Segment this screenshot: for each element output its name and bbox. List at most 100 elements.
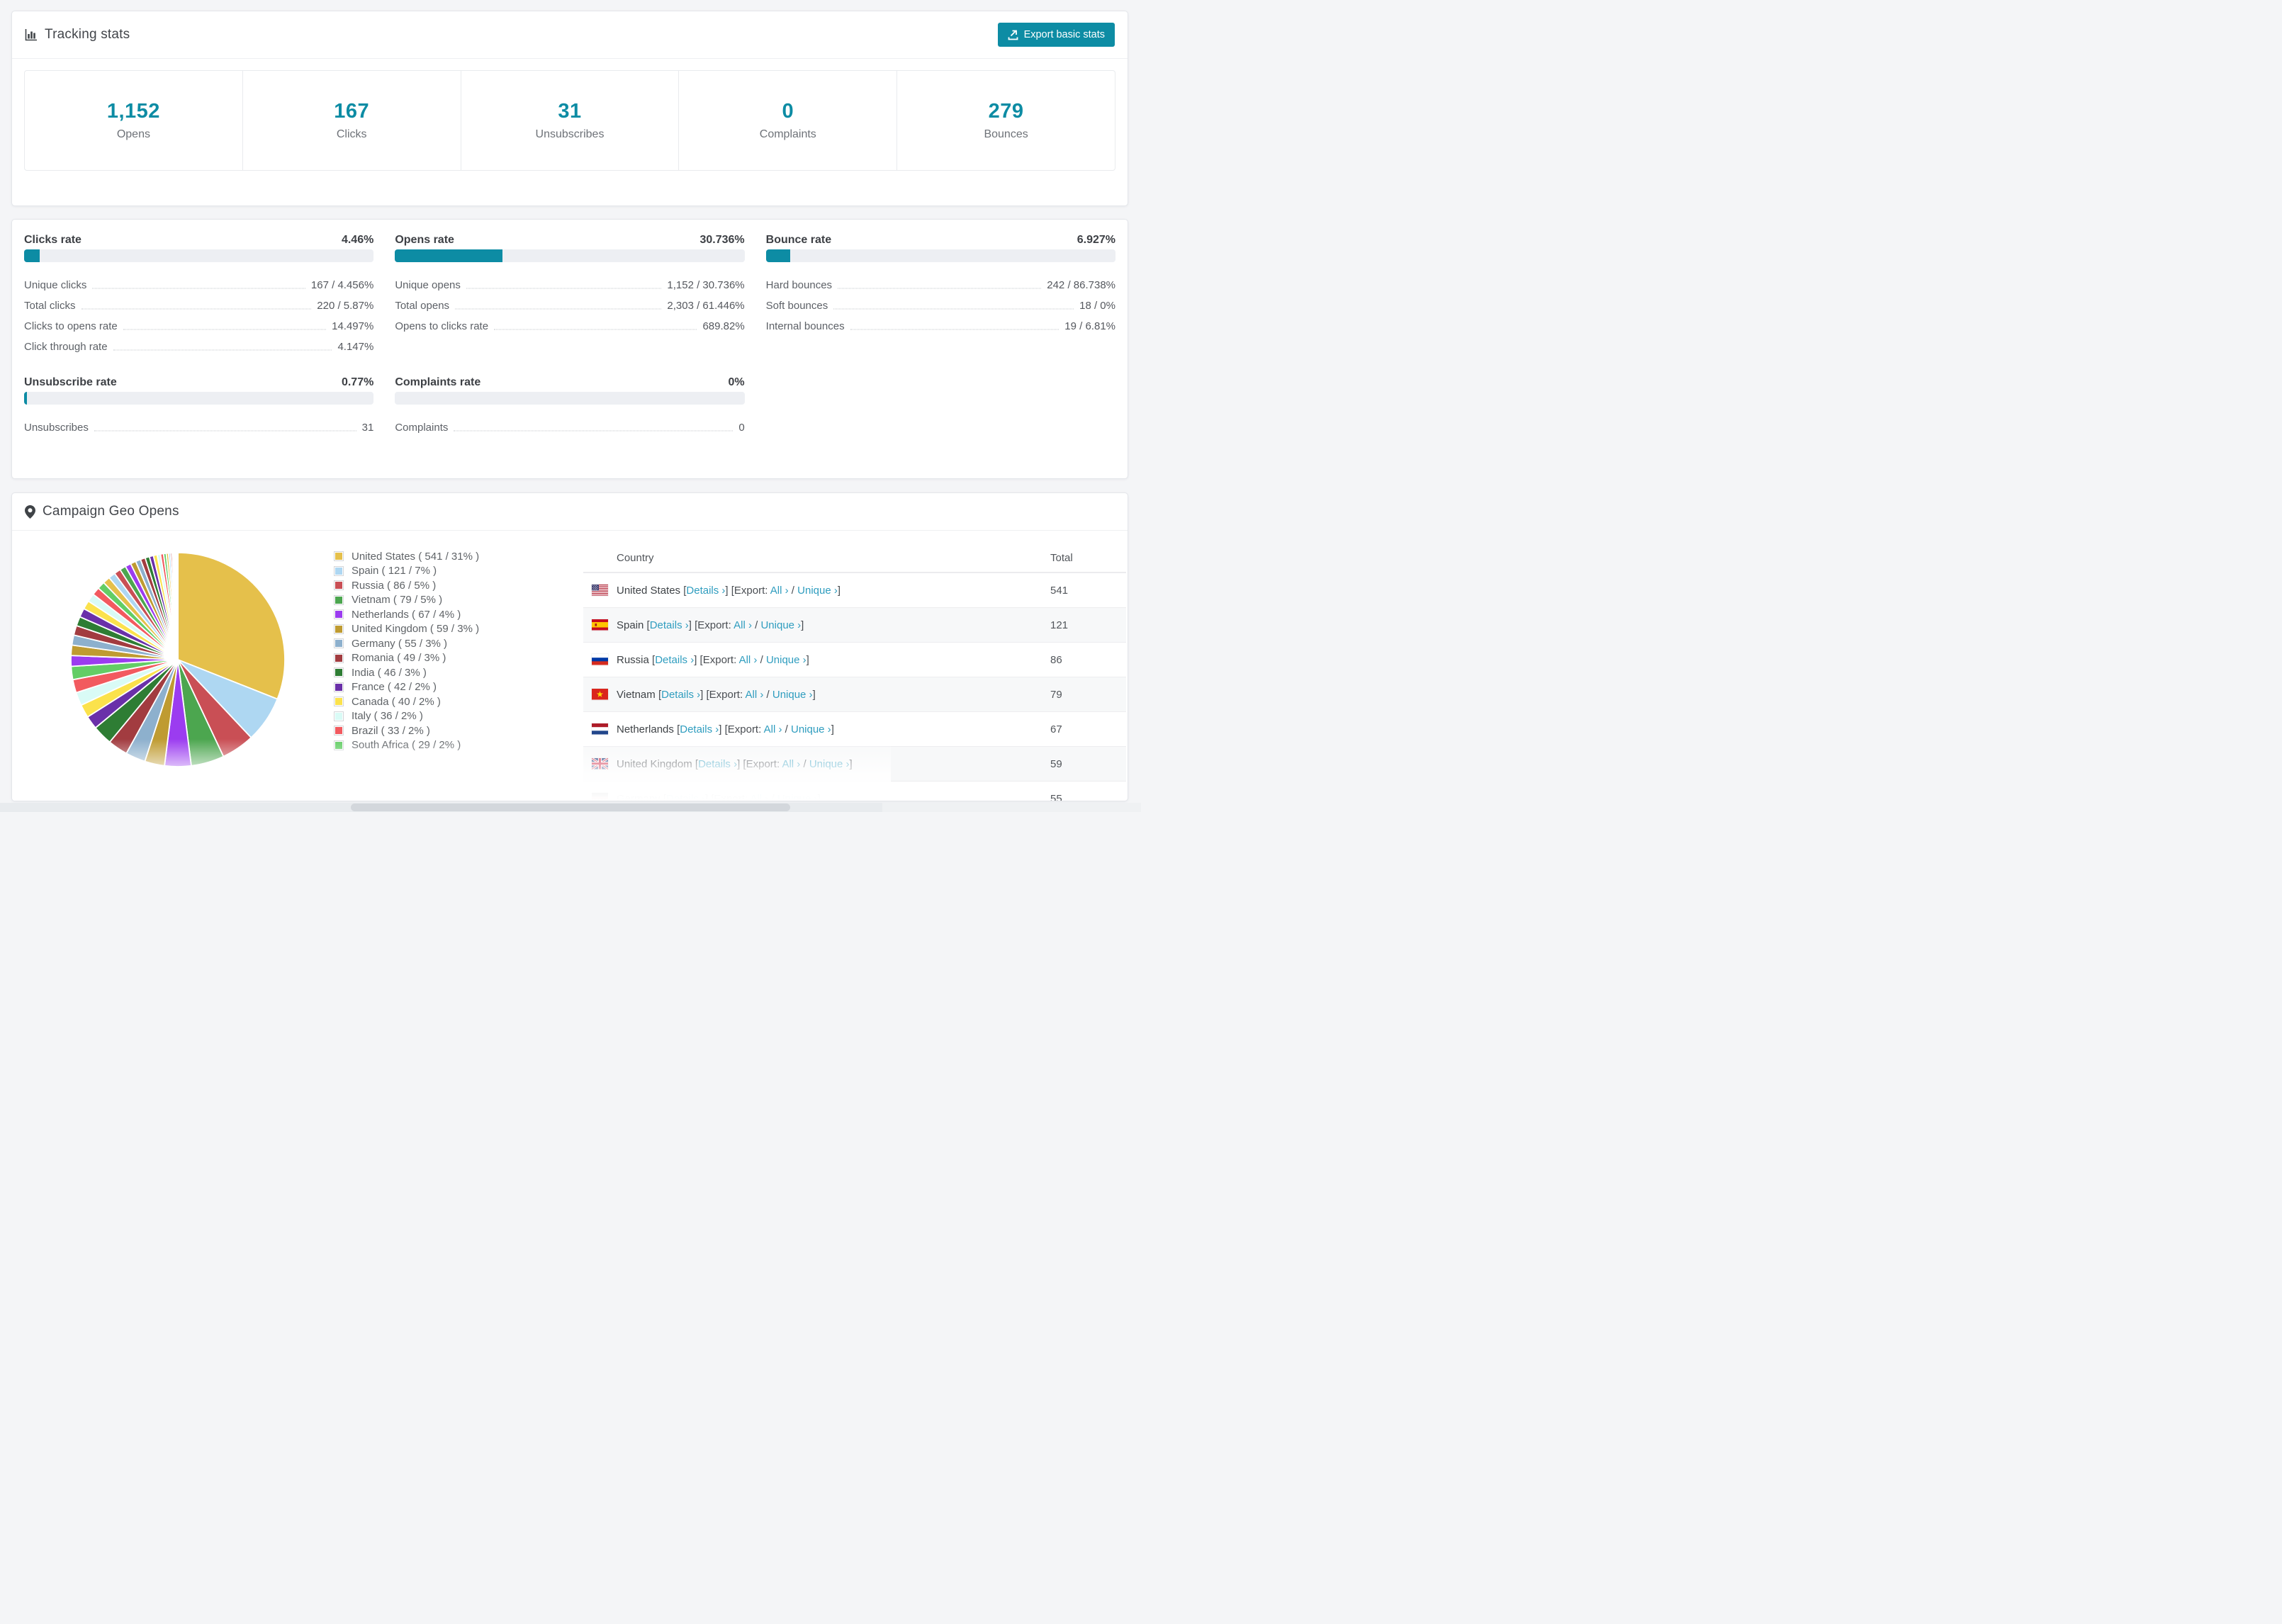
details-link[interactable]: Details ›: [686, 584, 726, 597]
legend-item[interactable]: Russia ( 86 / 5% ): [334, 578, 479, 593]
dotted-leader: [92, 288, 305, 289]
row-total: 79: [1050, 688, 1062, 701]
rate-percent: 0%: [728, 376, 745, 388]
details-link[interactable]: Details ›: [655, 653, 695, 666]
legend-item[interactable]: United Kingdom ( 59 / 3% ): [334, 622, 479, 637]
legend-item[interactable]: Spain ( 121 / 7% ): [334, 564, 479, 579]
rate-row-label: Clicks to opens rate: [24, 320, 118, 332]
rate-row-label: Total clicks: [24, 300, 76, 312]
rate-row-label: Complaints: [395, 422, 449, 434]
clicks-rate-panel: Clicks rate 4.46% Unique clicks 167 / 4.4…: [24, 235, 374, 353]
rate-percent: 6.927%: [1077, 234, 1115, 246]
export-unique-link[interactable]: Unique ›: [760, 619, 802, 631]
rate-row-value: 4.147%: [337, 341, 374, 353]
stat-label: Complaints: [759, 128, 816, 140]
legend-item[interactable]: India ( 46 / 3% ): [334, 665, 479, 680]
legend-item[interactable]: Italy ( 36 / 2% ): [334, 709, 479, 724]
rate-progress-track: [395, 392, 745, 405]
rate-percent: 0.77%: [341, 376, 374, 388]
rate-progress-track: [765, 249, 1115, 262]
export-unique-link[interactable]: Unique ›: [772, 688, 813, 701]
export-all-link[interactable]: All ›: [770, 584, 789, 597]
rate-row-value: 220 / 5.87%: [317, 300, 374, 312]
rates-card: Clicks rate 4.46% Unique clicks 167 / 4.4…: [11, 219, 1128, 479]
rate-row-label: Opens to clicks rate: [395, 320, 489, 332]
flag-icon-de: [592, 793, 608, 801]
legend-item[interactable]: Vietnam ( 79 / 5% ): [334, 593, 479, 608]
legend-swatch: [334, 551, 344, 562]
legend-swatch: [334, 609, 344, 620]
horizontal-scrollbar-thumb[interactable]: [351, 803, 790, 811]
table-row: United Kingdom [Details ›] [Export: All …: [583, 746, 1126, 781]
export-unique-link[interactable]: Unique ›: [797, 584, 838, 597]
legend-item[interactable]: Romania ( 49 / 3% ): [334, 651, 479, 666]
export-all-link[interactable]: All ›: [738, 653, 758, 666]
legend-item[interactable]: South Africa ( 29 / 2% ): [334, 738, 479, 753]
rate-row-value: 14.497%: [332, 320, 374, 332]
dotted-leader: [454, 430, 734, 432]
rate-row-value: 19 / 6.81%: [1064, 320, 1115, 332]
rate-percent: 30.736%: [699, 234, 745, 246]
export-all-link[interactable]: All ›: [782, 757, 801, 770]
rate-row: Opens to clicks rate 689.82%: [395, 320, 744, 332]
table-row: Spain [Details ›] [Export: All › / Uniqu…: [583, 607, 1126, 642]
legend-label: India ( 46 / 3% ): [352, 666, 427, 679]
dotted-leader: [113, 349, 332, 351]
rate-row: Internal bounces 19 / 6.81%: [766, 320, 1115, 332]
unsubscribe-rate-panel: Unsubscribe rate 0.77% Unsubscribes 31: [24, 376, 374, 434]
column-header-total: Total: [1050, 552, 1073, 564]
details-link[interactable]: Details ›: [649, 619, 689, 631]
details-link[interactable]: Details ›: [661, 688, 701, 701]
export-unique-link[interactable]: Unique ›: [809, 757, 850, 770]
rate-progress-fill: [765, 249, 790, 262]
export-all-link[interactable]: All ›: [763, 723, 782, 735]
dotted-leader: [833, 308, 1074, 310]
details-link[interactable]: Details ›: [666, 792, 706, 801]
rate-row-label: Total opens: [395, 300, 450, 312]
country-name: Germany: [617, 792, 661, 801]
flag-icon-vn: [592, 689, 608, 700]
rate-progress-fill: [24, 392, 27, 405]
legend-swatch: [334, 565, 344, 576]
export-unique-link[interactable]: Unique ›: [777, 792, 818, 801]
stat-box: 279 Bounces: [897, 71, 1115, 170]
legend-item[interactable]: Brazil ( 33 / 2% ): [334, 723, 479, 738]
export-icon: [1008, 30, 1018, 40]
details-link[interactable]: Details ›: [680, 723, 719, 735]
export-basic-stats-button[interactable]: Export basic stats: [997, 23, 1115, 47]
legend-item[interactable]: United States ( 541 / 31% ): [334, 549, 479, 564]
export-unique-link[interactable]: Unique ›: [765, 653, 806, 666]
country-name: Netherlands: [617, 723, 674, 735]
bounce-rate-panel: Bounce rate 6.927% Hard bounces 242 / 86.…: [765, 234, 1115, 353]
page-bottom-strip-light: [882, 803, 1141, 812]
legend-item[interactable]: France ( 42 / 2% ): [334, 680, 479, 695]
legend-swatch: [334, 580, 344, 591]
legend-item[interactable]: Netherlands ( 67 / 4% ): [334, 607, 479, 622]
rate-row-label: Unique clicks: [24, 279, 87, 291]
export-unique-link[interactable]: Unique ›: [790, 723, 831, 735]
details-link[interactable]: Details ›: [698, 757, 738, 770]
map-pin-icon: [25, 504, 35, 519]
rate-row: Clicks to opens rate 14.497%: [24, 320, 373, 332]
rate-row: Unsubscribes 31: [24, 422, 373, 434]
legend-item[interactable]: Canada ( 40 / 2% ): [334, 694, 479, 709]
legend-item[interactable]: Germany ( 55 / 3% ): [334, 636, 479, 651]
export-all-link[interactable]: All ›: [750, 792, 769, 801]
geo-pie-chart[interactable]: [68, 550, 288, 769]
legend-swatch: [334, 638, 344, 649]
table-row: Netherlands [Details ›] [Export: All › /…: [583, 711, 1126, 746]
flag-icon-es: [592, 619, 608, 631]
legend-swatch: [334, 697, 344, 707]
stat-label: Unsubscribes: [535, 128, 605, 140]
flag-icon-nl: [592, 723, 608, 735]
export-all-link[interactable]: All ›: [734, 619, 752, 631]
stat-value: 1,152: [106, 100, 160, 123]
country-name: United Kingdom: [617, 757, 692, 770]
country-name: United States: [617, 584, 681, 597]
dotted-leader: [455, 308, 662, 310]
rate-title: Bounce rate: [765, 234, 832, 246]
legend-label: South Africa ( 29 / 2% ): [352, 739, 461, 752]
rate-title: Opens rate: [395, 234, 454, 246]
export-all-link[interactable]: All ›: [745, 688, 764, 701]
flag-icon-gb: [592, 758, 608, 769]
